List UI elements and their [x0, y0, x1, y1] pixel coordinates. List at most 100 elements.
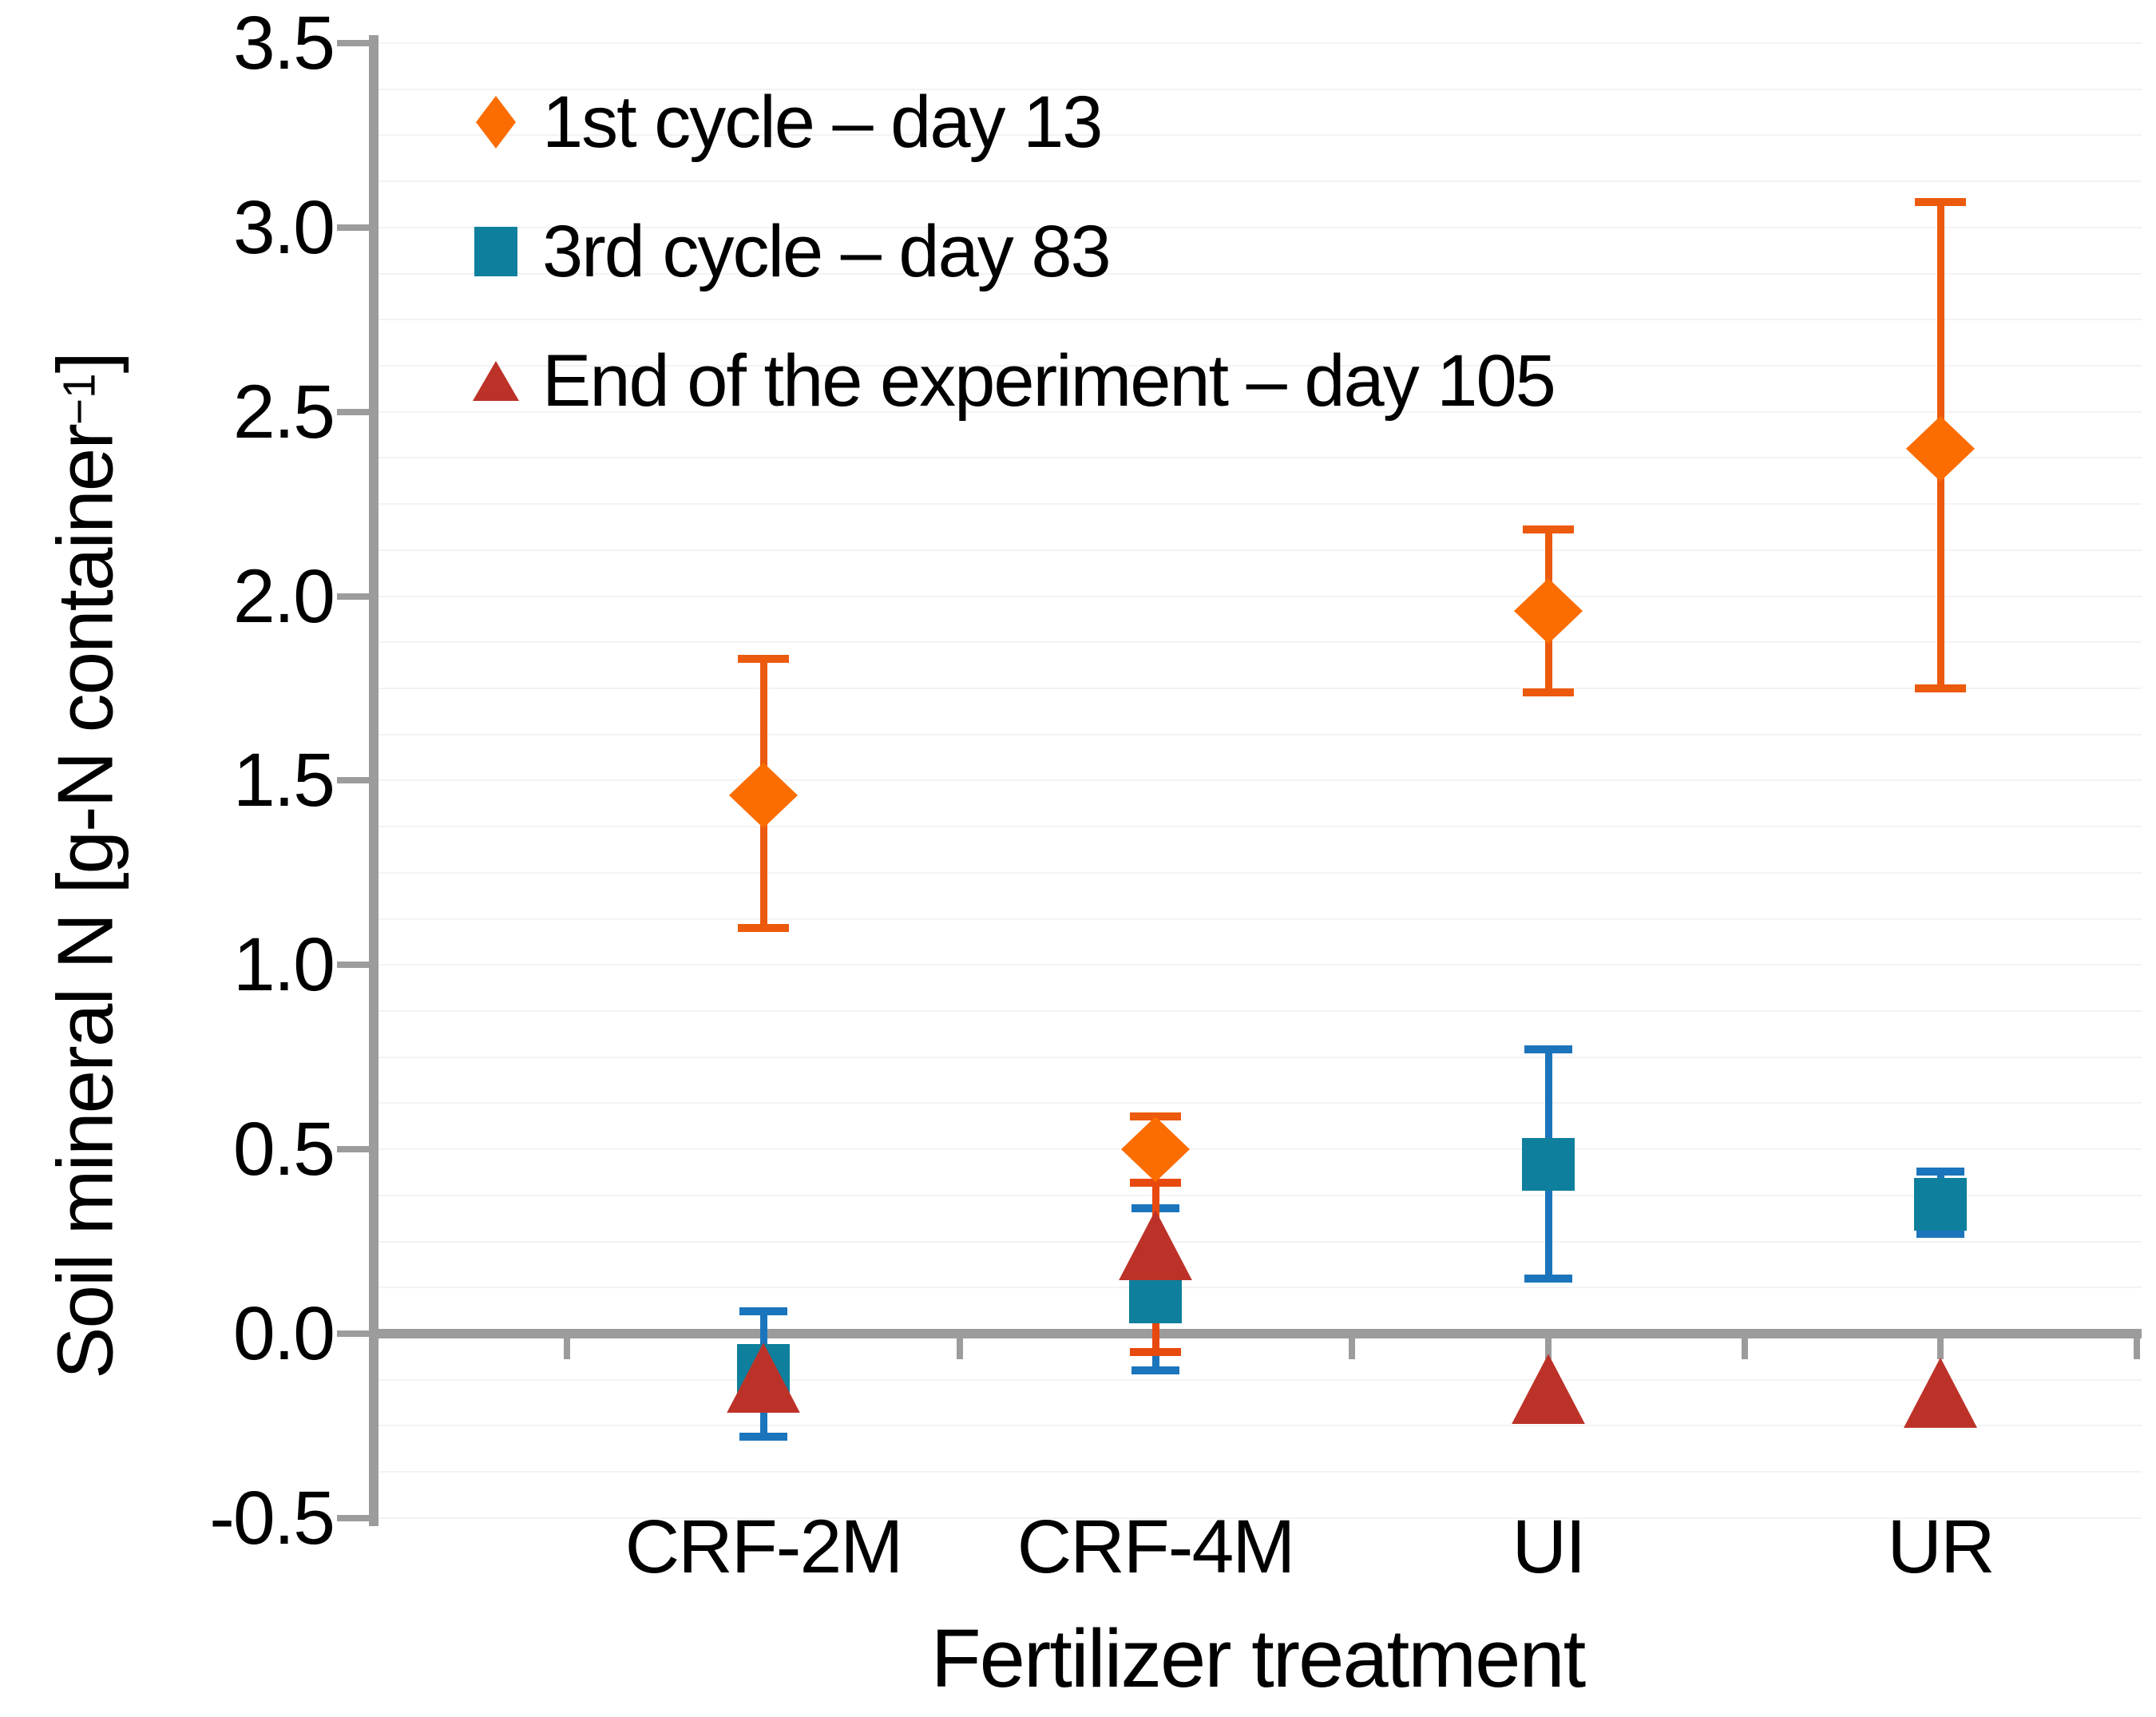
marker-triangle-ur	[1904, 1357, 1977, 1428]
square-error-cap-top	[1916, 1167, 1964, 1176]
gridline	[374, 964, 2142, 966]
gridline	[374, 549, 2142, 551]
square-error-cap-bottom	[739, 1433, 787, 1441]
square-error-cap-bottom	[1132, 1366, 1179, 1375]
legend-item-3rd-cycle: 3rd cycle – day 83	[467, 208, 1555, 295]
gridline	[374, 779, 2142, 782]
marker-square-ur	[1914, 1178, 1967, 1231]
y-axis-title-bracket: ]	[41, 353, 129, 374]
gridline	[374, 1378, 2142, 1381]
square-error-cap-top	[739, 1307, 787, 1316]
y-axis-tick-label: 0.0	[232, 1291, 335, 1376]
x-axis-category-label: UI	[1512, 1505, 1587, 1589]
gridline	[374, 457, 2142, 459]
marker-triangle-crf-4m	[1119, 1210, 1192, 1281]
gridline	[374, 688, 2142, 690]
gridline	[374, 272, 2142, 275]
gridline	[374, 410, 2142, 413]
diamond-error-cap-bottom	[1523, 688, 1574, 696]
y-axis-tick-label: 0.5	[232, 1107, 335, 1192]
legend-triangle-icon	[467, 361, 525, 401]
y-axis-tick	[337, 593, 374, 600]
x-axis-category-label: UR	[1887, 1505, 1995, 1589]
y-axis-tick-label: 3.0	[232, 184, 335, 270]
x-axis-tick	[1937, 1335, 1944, 1359]
gridline	[374, 319, 2142, 321]
legend-label: End of the experiment – day 105	[542, 339, 1556, 422]
gridline	[374, 1010, 2142, 1012]
y-axis-tick	[337, 40, 374, 47]
gridline	[374, 1240, 2142, 1243]
x-axis-tick	[1545, 1335, 1552, 1359]
y-axis-tick	[337, 224, 374, 231]
y-axis-tick	[337, 1514, 374, 1521]
gridline	[374, 918, 2142, 920]
y-axis-tick-label: 1.0	[232, 922, 335, 1008]
y-axis-tick-label: 3.5	[232, 1, 335, 86]
y-axis-title-text: Soil mineral N [g-N container	[41, 425, 129, 1379]
marker-diamond-crf-2m	[729, 762, 798, 828]
y-axis-tick-label: 2.0	[232, 553, 335, 639]
marker-diamond-ui	[1514, 578, 1583, 644]
gridline	[374, 226, 2142, 228]
marker-square-ui	[1522, 1137, 1575, 1191]
gridline	[374, 871, 2142, 874]
gridline	[374, 42, 2142, 45]
x-axis-zero-line	[374, 1329, 2142, 1338]
y-axis-tick-label: 1.5	[232, 738, 335, 823]
legend-item-1st-cycle: 1st cycle – day 13	[467, 78, 1555, 166]
gridline	[374, 1287, 2142, 1289]
gridline	[374, 365, 2142, 367]
marker-diamond-ur	[1906, 415, 1975, 482]
y-axis-tick	[337, 1330, 374, 1337]
legend-item-end-of-experiment: End of the experiment – day 105	[467, 337, 1556, 425]
x-axis-title: Fertilizer treatment	[930, 1612, 1587, 1704]
triangle-error-cap-bottom	[1130, 1348, 1181, 1357]
gridline	[374, 1471, 2142, 1473]
legend-label: 1st cycle – day 13	[542, 81, 1103, 163]
gridline	[374, 503, 2142, 506]
gridline	[374, 641, 2142, 644]
gridline	[374, 1056, 2142, 1058]
diamond-error-cap-top	[1130, 1112, 1181, 1120]
y-axis-title: Soil mineral N [g-N container−1]	[41, 264, 131, 1469]
legend-square-icon	[467, 227, 525, 276]
y-axis-tick	[337, 1146, 374, 1153]
legend: 1st cycle – day 13 3rd cycle – day 83 En…	[467, 78, 1556, 466]
y-axis-tick	[337, 777, 374, 784]
gridline	[374, 595, 2142, 597]
diamond-error-cap-bottom	[738, 924, 789, 933]
diamond-error-cap-top	[738, 655, 789, 664]
y-axis-tick	[337, 408, 374, 415]
x-axis-tick	[957, 1335, 963, 1359]
gridline	[374, 88, 2142, 90]
square-error-cap-bottom	[1916, 1230, 1964, 1239]
legend-diamond-icon	[467, 96, 525, 149]
marker-diamond-crf-4m	[1121, 1116, 1190, 1183]
y-axis-line	[369, 35, 378, 1526]
y-axis-tick	[337, 962, 374, 969]
square-error-cap-bottom	[1524, 1274, 1572, 1283]
marker-triangle-ui	[1512, 1354, 1585, 1425]
triangle-error-cap-top	[1130, 1178, 1181, 1187]
diamond-error-cap-bottom	[1915, 684, 1966, 693]
gridline	[374, 1425, 2142, 1427]
diamond-error-cap-top	[1523, 525, 1574, 534]
x-axis-tick	[1742, 1335, 1748, 1359]
square-error-cap-top	[1524, 1045, 1572, 1054]
gridline	[374, 733, 2142, 736]
y-axis-tick-label: 2.5	[232, 369, 335, 454]
legend-label: 3rd cycle – day 83	[542, 210, 1112, 292]
gridline	[374, 826, 2142, 828]
diamond-error-cap-top	[1915, 197, 1966, 206]
x-axis-tick	[2134, 1335, 2140, 1359]
gridline	[374, 1194, 2142, 1196]
y-axis-tick-label: -0.5	[209, 1475, 335, 1560]
x-axis-tick	[564, 1335, 570, 1359]
x-axis-category-label: CRF-4M	[1017, 1505, 1296, 1589]
y-axis-title-superscript: −1	[54, 373, 105, 426]
gridline	[374, 1148, 2142, 1151]
gridline	[374, 134, 2142, 137]
gridline	[374, 180, 2142, 183]
